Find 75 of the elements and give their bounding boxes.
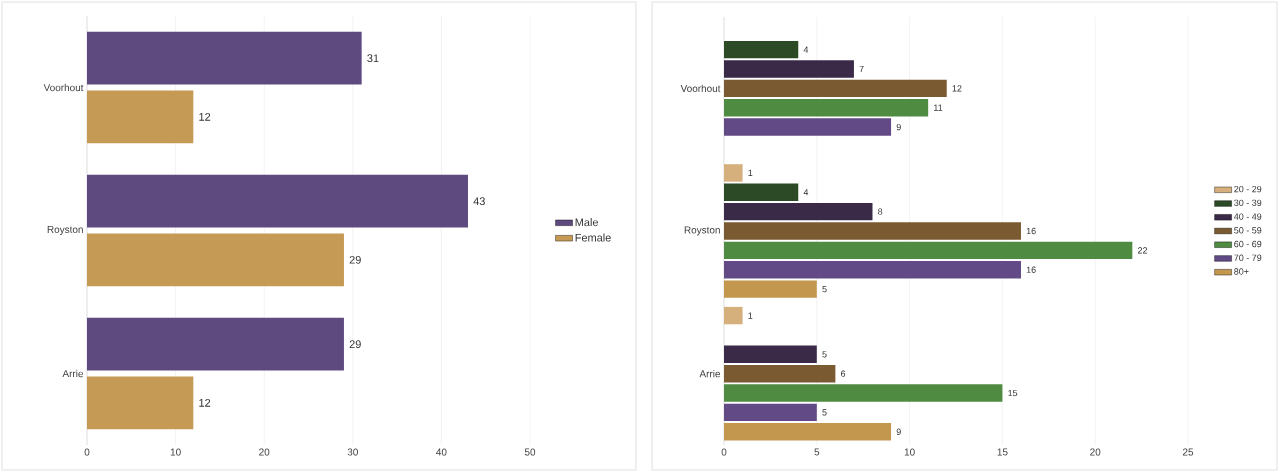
data-label: 4 — [803, 46, 809, 53]
bar — [724, 79, 947, 98]
data-label: 6 — [841, 370, 846, 377]
legend-label: Male — [575, 218, 598, 227]
bar — [87, 233, 344, 287]
x-tick-label: 10 — [170, 448, 181, 456]
bar — [87, 31, 362, 85]
bar — [87, 90, 194, 144]
legend-label: 70 - 79 — [1234, 254, 1262, 261]
bar — [724, 364, 836, 383]
bar — [724, 280, 817, 298]
x-tick-label: 40 — [436, 448, 447, 456]
data-label: 22 — [1137, 247, 1148, 254]
bar — [724, 98, 929, 117]
x-tick-label: 20 — [259, 448, 270, 456]
data-label: 5 — [822, 285, 827, 293]
data-label: 1 — [748, 312, 753, 319]
bar — [724, 183, 799, 201]
x-tick-label: 20 — [1090, 448, 1101, 456]
x-tick-label: 10 — [904, 448, 915, 456]
legend-label: 50 - 59 — [1234, 227, 1262, 234]
bar — [724, 164, 743, 182]
data-label: 1 — [748, 169, 753, 176]
x-tick-label: 25 — [1182, 448, 1194, 456]
x-tick-label: 50 — [524, 448, 536, 456]
legend-label: 60 - 69 — [1234, 240, 1262, 248]
bar — [724, 118, 892, 136]
bar — [724, 60, 854, 78]
bar — [724, 241, 1133, 260]
data-label: 12 — [199, 399, 211, 407]
x-tick-label: 30 — [347, 448, 358, 456]
bar — [724, 261, 1021, 279]
data-label: 29 — [349, 255, 361, 264]
y-tick-label: Royston — [47, 226, 83, 235]
bar — [724, 384, 1003, 402]
data-label: 16 — [1026, 266, 1036, 273]
data-label: 11 — [934, 104, 943, 111]
data-label: 8 — [878, 208, 883, 215]
y-tick-label: Arrie — [699, 370, 721, 378]
bar — [724, 345, 817, 364]
x-tick-label: 15 — [997, 448, 1008, 456]
data-label: 9 — [896, 123, 901, 131]
bar — [724, 403, 817, 422]
legend-label: 80+ — [1234, 268, 1249, 275]
y-tick-label: Voorhout — [43, 83, 84, 92]
x-tick-label: 5 — [814, 448, 820, 456]
legend-label: 20 - 29 — [1234, 185, 1262, 193]
data-label: 31 — [367, 54, 379, 63]
bar — [87, 376, 194, 430]
bar — [724, 306, 743, 325]
data-label: 5 — [822, 409, 827, 416]
legend-label: Female — [575, 233, 611, 242]
x-tick-label: 0 — [84, 448, 90, 456]
data-label: 5 — [822, 351, 827, 358]
data-label: 16 — [1026, 227, 1036, 235]
data-label: 43 — [473, 197, 485, 206]
bar — [724, 40, 799, 59]
data-label: 12 — [199, 113, 211, 121]
x-tick-label: 0 — [721, 448, 727, 456]
bar — [87, 317, 344, 371]
legend-label: 30 - 39 — [1234, 199, 1262, 207]
bar — [724, 222, 1021, 240]
data-label: 29 — [349, 340, 361, 349]
bar — [724, 423, 892, 441]
data-label: 15 — [1008, 389, 1018, 397]
data-label: 7 — [859, 65, 864, 73]
bar — [87, 174, 468, 228]
y-tick-label: Arrie — [62, 369, 84, 378]
bar — [724, 202, 873, 221]
legend-label: 40 - 49 — [1234, 213, 1262, 220]
y-tick-label: Royston — [684, 226, 720, 236]
y-tick-label: Voorhout — [680, 84, 721, 92]
data-label: 4 — [803, 189, 809, 196]
data-label: 12 — [952, 85, 962, 92]
data-label: 9 — [896, 428, 901, 435]
